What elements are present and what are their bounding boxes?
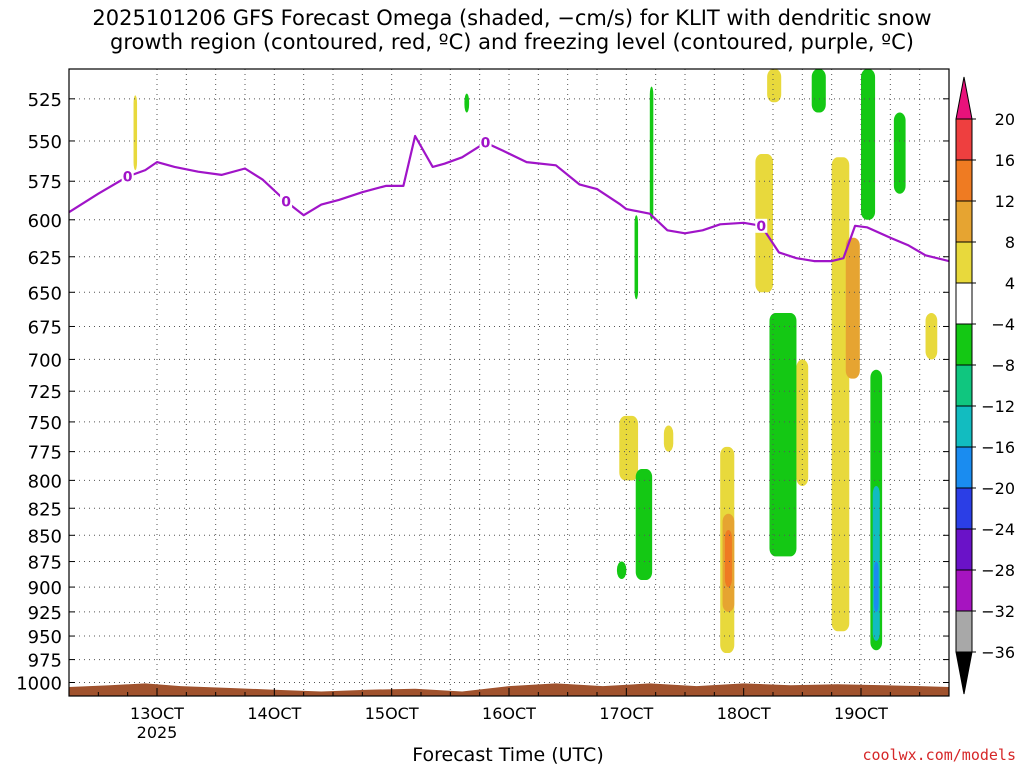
x-tick-label-19OCT: 19OCT xyxy=(834,704,888,723)
omega-region-4 xyxy=(649,86,654,220)
colorbar-label: −28 xyxy=(981,561,1015,580)
colorbar-segment xyxy=(955,405,973,448)
freezing-label-bg xyxy=(479,135,492,150)
colorbar-label: −8 xyxy=(991,356,1015,375)
colorbar-top-triangle xyxy=(955,76,973,120)
colorbar-segment xyxy=(955,569,973,612)
colorbar-label: 20 xyxy=(995,110,1015,129)
omega-region-6 xyxy=(663,425,674,452)
freezing-label-bg xyxy=(121,169,134,184)
colorbar-segment xyxy=(955,282,973,325)
x-tick-label-13OCT: 13OCT xyxy=(130,704,184,723)
y-tick-label-1000: 1000 xyxy=(16,674,62,695)
omega-region-8 xyxy=(616,561,627,579)
y-tick-label-925: 925 xyxy=(28,603,62,624)
freezing-label-bg xyxy=(280,194,293,209)
omega-region-23 xyxy=(893,112,906,194)
omega-region-18 xyxy=(845,237,860,379)
y-tick-label-525: 525 xyxy=(28,90,62,111)
omega-region-16 xyxy=(811,69,826,113)
omega-region-11 xyxy=(724,529,732,588)
omega-region-22 xyxy=(873,561,879,612)
colorbar-label: −12 xyxy=(981,397,1015,416)
colorbar-label: −32 xyxy=(981,602,1015,621)
freezing-level-contour: 0 0 0 0 xyxy=(69,134,949,263)
y-tick-label-975: 975 xyxy=(28,651,62,672)
colorbar-bottom-triangle xyxy=(955,651,973,695)
colorbar-segment xyxy=(955,610,973,653)
freezing-level-label-1: 0 xyxy=(123,169,133,185)
x-tick-year-label: 2025 xyxy=(137,723,178,742)
freezing-level-label-4: 0 xyxy=(756,219,766,235)
omega-region-24 xyxy=(925,312,938,360)
y-tick-label-700: 700 xyxy=(28,350,62,371)
x-tick-label-18OCT: 18OCT xyxy=(717,704,771,723)
omega-region-1 xyxy=(133,95,138,171)
x-tick-label-16OCT: 16OCT xyxy=(482,704,536,723)
x-tick-label-17OCT: 17OCT xyxy=(599,704,653,723)
y-tick-label-800: 800 xyxy=(28,471,62,492)
colorbar-label: 4 xyxy=(1005,274,1015,293)
omega-region-19 xyxy=(861,69,876,220)
omega-region-2 xyxy=(464,93,470,113)
colorbar-label: 12 xyxy=(995,192,1015,211)
omega-region-15 xyxy=(796,359,809,487)
colorbar-label: −36 xyxy=(981,643,1015,662)
omega-region-17 xyxy=(831,157,850,632)
colorbar-segment xyxy=(955,487,973,530)
omega-region-14 xyxy=(769,312,797,557)
y-tick-label-600: 600 xyxy=(28,211,62,232)
y-tick-label-950: 950 xyxy=(28,627,62,648)
x-axis-title: Forecast Time (UTC) xyxy=(412,744,604,766)
freezing-level-label-3: 0 xyxy=(481,136,491,152)
colorbar: 20 16 12 8 4 −4 −8 −12 −16 −20 −24 −28 −32 −36 xyxy=(955,76,1015,695)
colorbar-label: 8 xyxy=(1005,233,1015,252)
colorbar-segment xyxy=(955,528,973,571)
colorbar-segment xyxy=(955,446,973,489)
y-tick-label-575: 575 xyxy=(28,172,62,193)
y-tick-label-675: 675 xyxy=(28,317,62,338)
plot-frame xyxy=(68,68,950,697)
y-tick-label-650: 650 xyxy=(28,283,62,304)
colorbar-label: −20 xyxy=(981,479,1015,498)
colorbar-segment xyxy=(955,241,973,284)
y-tick-label-550: 550 xyxy=(28,132,62,153)
chart-title-line2: growth region (contoured, red, ºC) and f… xyxy=(110,30,914,54)
omega-region-5 xyxy=(619,415,639,481)
y-tick-label-625: 625 xyxy=(28,248,62,269)
omega-region-7 xyxy=(635,468,653,580)
colorbar-segment xyxy=(955,323,973,366)
y-axis: 525 550 575 600 625 650 675 700 725 750 775 800 825 8… xyxy=(16,90,949,695)
colorbar-label: −4 xyxy=(991,315,1015,334)
freezing-level-label-2: 0 xyxy=(281,194,291,210)
freezing-label-bg xyxy=(755,218,768,233)
colorbar-segment xyxy=(955,159,973,202)
source-credit: coolwx.com/models xyxy=(862,746,1016,764)
y-tick-label-750: 750 xyxy=(28,413,62,434)
y-tick-label-850: 850 xyxy=(28,526,62,547)
omega-shading xyxy=(133,69,938,654)
colorbar-segment xyxy=(955,200,973,243)
y-tick-label-900: 900 xyxy=(28,578,62,599)
colorbar-label: −24 xyxy=(981,520,1015,539)
colorbar-label: −16 xyxy=(981,438,1015,457)
y-tick-label-725: 725 xyxy=(28,382,62,403)
y-tick-label-825: 825 xyxy=(28,499,62,520)
chart-title-line1: 2025101206 GFS Forecast Omega (shaded, −… xyxy=(92,6,932,30)
y-tick-label-775: 775 xyxy=(28,443,62,464)
omega-region-3 xyxy=(634,215,639,300)
x-tick-label-14OCT: 14OCT xyxy=(247,704,301,723)
colorbar-segment xyxy=(955,118,973,161)
freezing-level-line xyxy=(69,134,949,263)
omega-region-13 xyxy=(767,69,782,103)
x-tick-label-15OCT: 15OCT xyxy=(365,704,419,723)
y-tick-label-875: 875 xyxy=(28,553,62,574)
colorbar-segment xyxy=(955,364,973,407)
grid-lines xyxy=(69,69,949,696)
colorbar-label: 16 xyxy=(995,151,1015,170)
